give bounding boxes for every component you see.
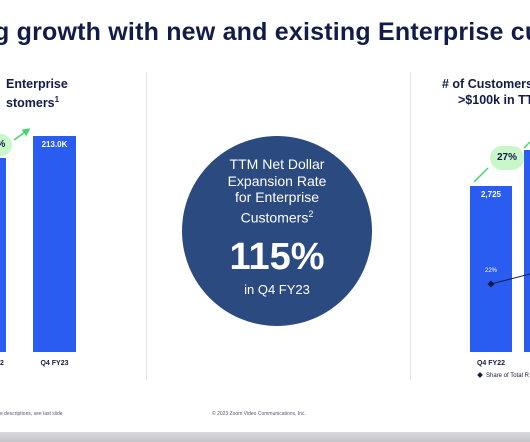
circle-description: TTM Net Dollar Expansion Rate for Enterp…: [182, 156, 372, 226]
screen-bottom-edge: [0, 432, 530, 442]
ndr-period: in Q4 FY23: [244, 282, 310, 297]
left-heading-footnote: 1: [54, 95, 60, 104]
legend-text: Share of Total R: [486, 373, 529, 379]
circle-line3: for Enterprise: [234, 189, 320, 205]
right-heading-line1: # of Customers: [442, 77, 530, 91]
circle-footnote: 2: [308, 208, 314, 219]
left-axis-label-q4fy23: Q4 FY23: [40, 360, 69, 367]
left-heading-line2: stomers: [6, 96, 55, 111]
left-panel-heading: Enterprise stomers1: [6, 76, 68, 111]
slide-title: g growth with new and existing Enterpris…: [0, 18, 530, 46]
right-growth-arrow-tail: [473, 167, 489, 183]
right-panel-heading: # of Customers >$100k in TT: [442, 76, 530, 108]
circle-line4: Customers: [240, 209, 309, 226]
right-bar-share: 22%: [485, 268, 498, 274]
right-bar-q4fy23: [524, 150, 530, 352]
left-heading-line1: Enterprise: [6, 77, 68, 91]
left-bar-value: 213.0K: [41, 140, 68, 149]
share-marker-icon: [487, 280, 495, 288]
right-legend: Share of Total R: [477, 372, 529, 379]
right-bar-q4fy22: [470, 186, 512, 352]
right-heading-line2: >$100k in TT: [458, 93, 530, 107]
right-growth-arrow-icon: [523, 141, 530, 149]
left-growth-pill: %: [0, 134, 12, 156]
circle-line2: Expansion Rate: [227, 172, 327, 189]
right-axis-label-q4fy22: Q4 FY22: [476, 360, 505, 367]
left-bar-q4fy22: [0, 158, 6, 352]
footer-notes: e descriptions, see last slide: [0, 411, 63, 417]
left-bar-q4fy23: [33, 136, 76, 352]
divider-right: [410, 72, 411, 380]
nder-circle: TTM Net Dollar Expansion Rate for Enterp…: [182, 136, 372, 326]
share-line: [490, 273, 530, 285]
divider-left: [146, 72, 147, 380]
ndr-value: 115%: [229, 236, 325, 278]
right-bar-value: 2,725: [480, 190, 502, 199]
left-axis-label-cut: 2: [0, 360, 4, 367]
right-growth-pill: 27%: [490, 146, 524, 170]
left-growth-arrow-icon: [13, 128, 31, 141]
footer-copyright: © 2023 Zoom Video Communications, Inc.: [212, 411, 306, 417]
slide: g growth with new and existing Enterpris…: [0, 0, 530, 432]
circle-line1: TTM Net Dollar: [229, 156, 325, 172]
chart-annotations: [13, 128, 530, 288]
